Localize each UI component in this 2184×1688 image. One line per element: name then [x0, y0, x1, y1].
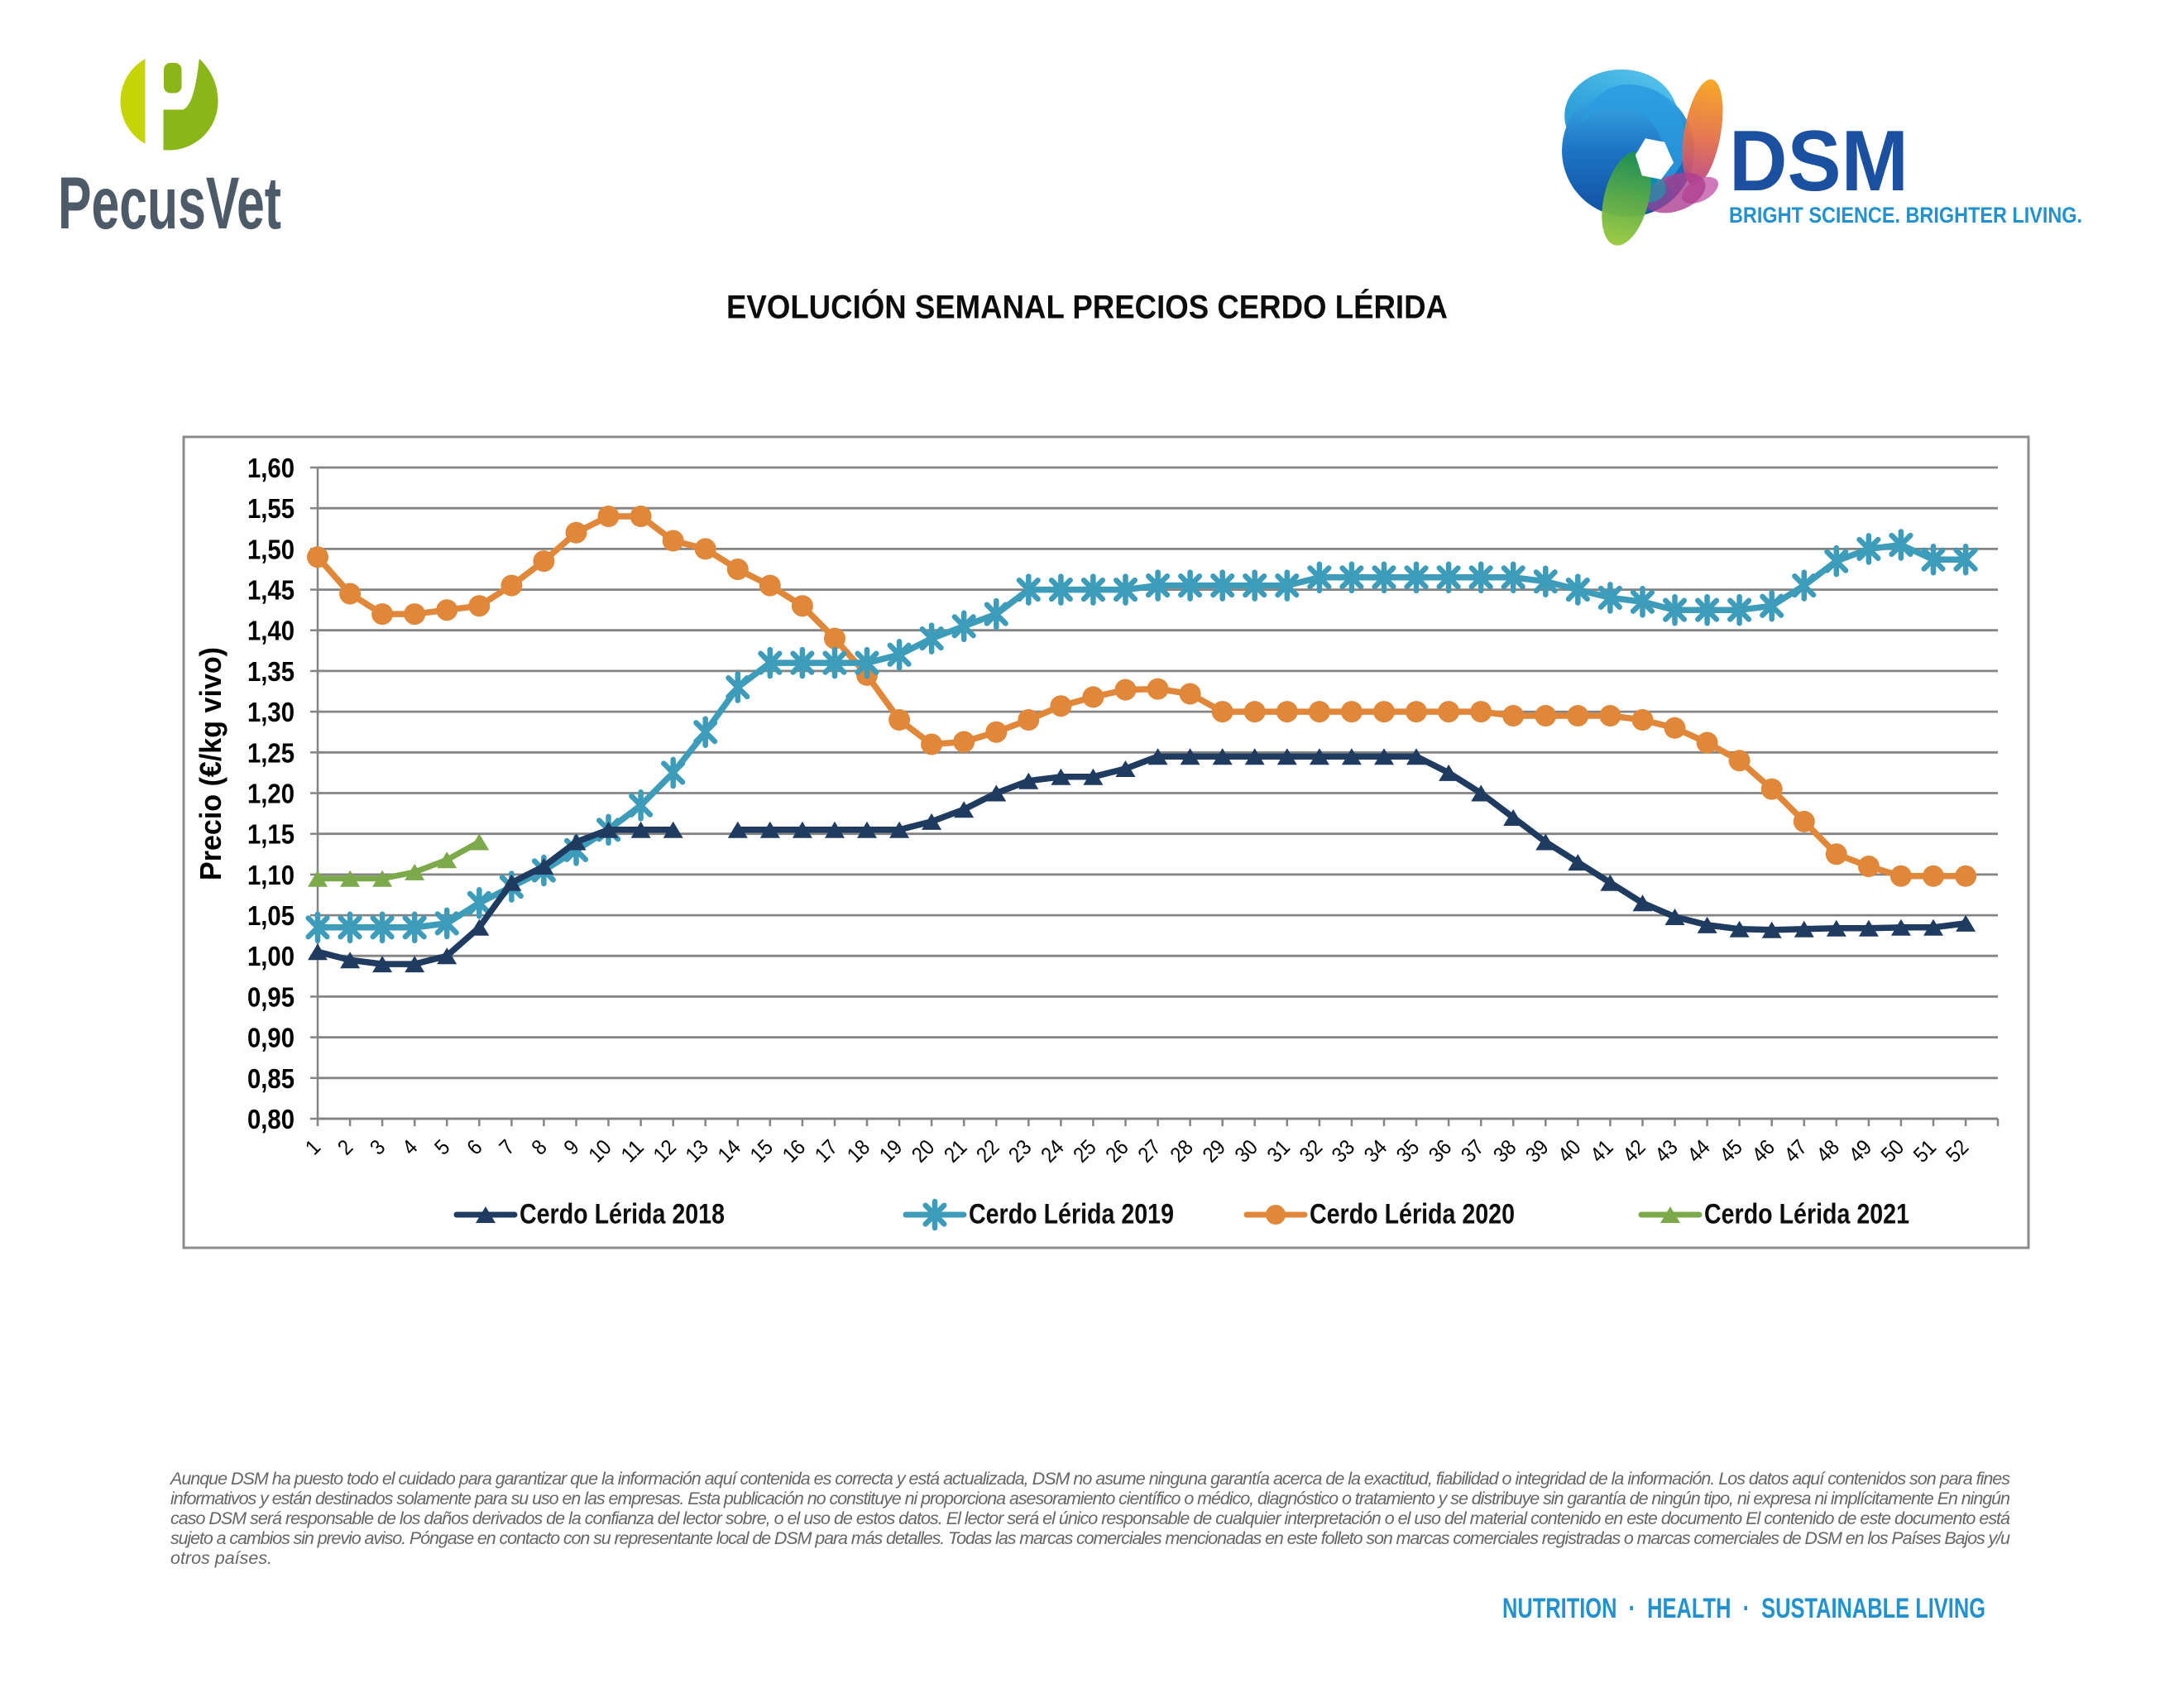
svg-text:0,90: 0,90: [247, 1023, 295, 1053]
svg-text:1,60: 1,60: [247, 453, 295, 483]
svg-text:Cerdo Lérida 2018: Cerdo Lérida 2018: [520, 1199, 725, 1230]
svg-text:Cerdo Lérida 2020: Cerdo Lérida 2020: [1310, 1199, 1515, 1230]
svg-text:1,50: 1,50: [247, 534, 295, 564]
svg-text:BRIGHT SCIENCE. BRIGHTER LIVIN: BRIGHT SCIENCE. BRIGHTER LIVING.: [1729, 203, 2082, 228]
svg-text:1,55: 1,55: [247, 493, 295, 524]
svg-text:caso DSM será responsable de l: caso DSM será responsable de los daños d…: [170, 1508, 2010, 1528]
svg-text:Aunque DSM ha puesto todo el c: Aunque DSM ha puesto todo el cuidado par…: [169, 1469, 2010, 1489]
svg-text:Precio (€/kg vivo): Precio (€/kg vivo): [194, 647, 228, 880]
svg-text:1,10: 1,10: [247, 860, 295, 890]
svg-text:Cerdo Lérida 2019: Cerdo Lérida 2019: [969, 1199, 1174, 1230]
svg-text:Cerdo Lérida 2021: Cerdo Lérida 2021: [1704, 1199, 1909, 1230]
svg-text:1,20: 1,20: [247, 779, 295, 809]
svg-text:informativos y están destinado: informativos y están destinados solament…: [170, 1489, 2010, 1508]
svg-text:0,85: 0,85: [247, 1063, 295, 1094]
svg-text:EVOLUCIÓN SEMANAL PRECIOS CERD: EVOLUCIÓN SEMANAL PRECIOS CERDO LÉRIDA: [726, 288, 1448, 326]
svg-text:DSM: DSM: [1729, 113, 1909, 209]
svg-text:0,80: 0,80: [247, 1104, 295, 1134]
svg-text:1,25: 1,25: [247, 737, 295, 768]
svg-text:1,40: 1,40: [247, 616, 295, 646]
svg-text:NUTRITION · HEALTH · SUSTA: NUTRITION · HEALTH · SUSTAINABLE LIVING: [1502, 1593, 1985, 1624]
svg-text:1,45: 1,45: [247, 575, 295, 606]
svg-text:otros países.: otros países.: [170, 1548, 272, 1568]
svg-text:1,30: 1,30: [247, 697, 295, 727]
svg-text:1,35: 1,35: [247, 656, 295, 687]
svg-text:1,05: 1,05: [247, 900, 295, 931]
svg-text:PecusVet: PecusVet: [58, 169, 281, 243]
svg-text:0,95: 0,95: [247, 981, 295, 1012]
svg-text:1,00: 1,00: [247, 941, 295, 971]
svg-text:sujeto a cambios sin previo av: sujeto a cambios sin previo aviso. Pónga…: [170, 1528, 2010, 1548]
svg-text:1,15: 1,15: [247, 819, 295, 850]
